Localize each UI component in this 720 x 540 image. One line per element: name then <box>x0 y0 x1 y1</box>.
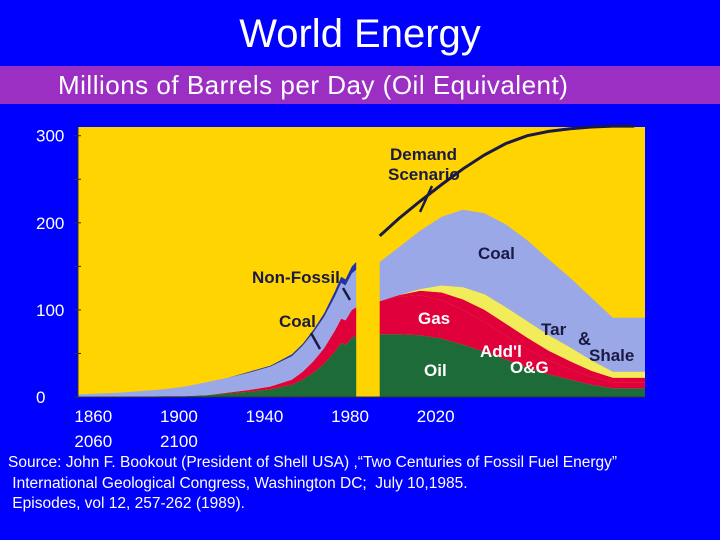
x-tick-label: 1940 <box>246 407 284 426</box>
x-tick-label: 2020 <box>417 407 455 426</box>
gas-label: Gas <box>418 309 450 328</box>
x-tick-label: 1860 <box>74 407 112 426</box>
subtitle-bar: Millions of Barrels per Day (Oil Equival… <box>0 66 720 104</box>
y-tick-label: 300 <box>36 127 64 146</box>
source-line-2: International Geological Congress, Washi… <box>8 474 468 492</box>
demand-arrow <box>418 185 434 213</box>
oil-area <box>379 334 645 397</box>
shale-label: Shale <box>589 346 634 365</box>
coal-projection-label: Coal <box>478 244 515 263</box>
axes: 0 100 200 300 1860 2060 1900 2100 1940 1980 2020 <box>36 127 645 451</box>
source-line-1: Source: John F. Bookout (President of Sh… <box>8 454 618 471</box>
demand-label: Demand <box>390 145 457 164</box>
tar-label: Tar <box>541 320 567 339</box>
demand-label-line2: Scenario <box>388 165 460 184</box>
non-fossil-arrow <box>341 287 352 301</box>
coal-arrow <box>309 332 322 350</box>
oil-area <box>78 336 357 397</box>
ampersand-label: & <box>578 329 591 349</box>
y-tick-label: 0 <box>36 388 45 407</box>
source-line-3: Episodes, vol 12, 257-262 (1989). <box>8 495 245 512</box>
oil-label: Oil <box>424 361 447 380</box>
non-fossil-label: Non-Fossil <box>252 268 340 287</box>
x-tick-label: 1900 <box>160 407 198 426</box>
x-tick-label-secondary: 2060 <box>74 432 112 451</box>
plot-area <box>78 124 645 397</box>
demand-scenario-line <box>378 124 635 238</box>
coal-historical-label: Coal <box>279 312 316 331</box>
addl-label: Add'l <box>480 342 522 361</box>
chart-subtitle: Millions of Barrels per Day (Oil Equival… <box>58 70 569 100</box>
coal-area <box>78 269 357 397</box>
og-label: O&G <box>510 358 549 377</box>
x-tick-label: 1980 <box>331 407 369 426</box>
x-tick-label-secondary: 2100 <box>160 432 198 451</box>
coal-area <box>379 209 645 372</box>
gas-area <box>379 295 645 389</box>
source-citation: Source: John F. Bookout (President of Sh… <box>8 453 720 515</box>
timeline-gap <box>359 127 377 397</box>
other-og-area <box>379 290 645 383</box>
tar-shale-area <box>379 285 645 378</box>
slide-title: World Energy <box>239 12 481 56</box>
y-tick-label: 100 <box>36 301 64 320</box>
y-tick-label: 200 <box>36 214 64 233</box>
